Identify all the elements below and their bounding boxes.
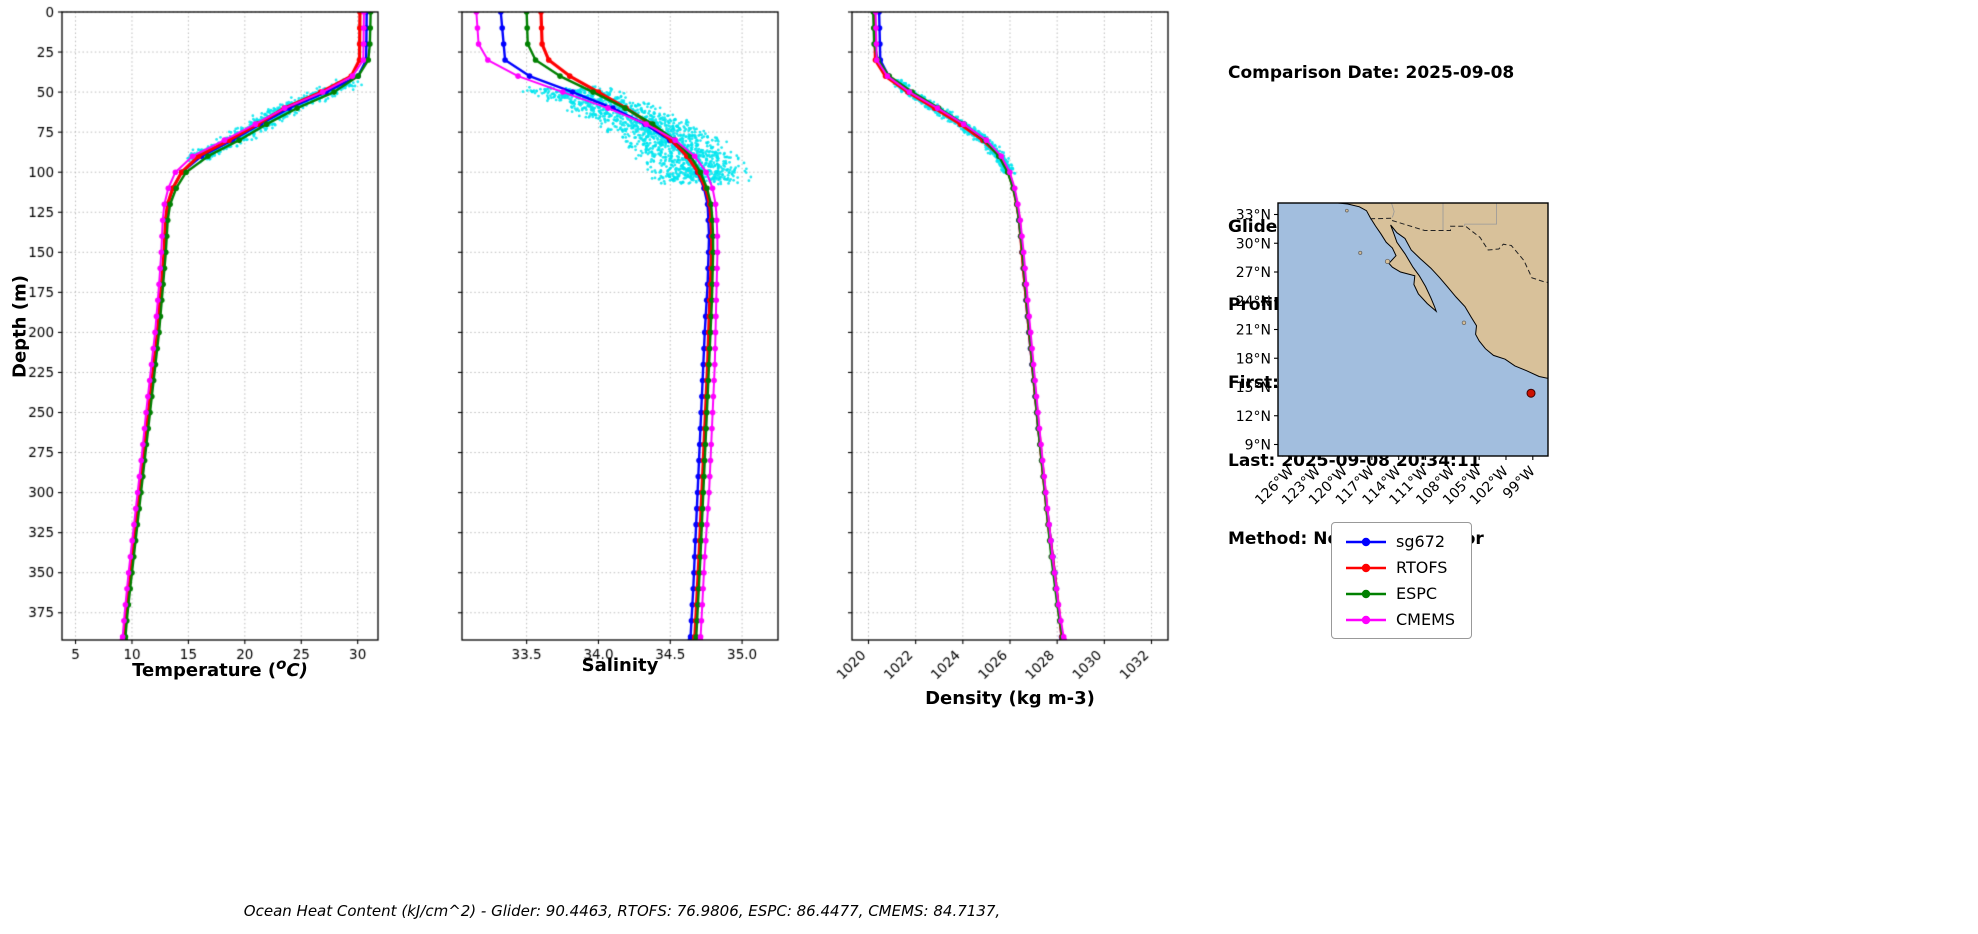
ocean-heat-content-text: Ocean Heat Content (kJ/cm^2) - Glider: 9… bbox=[243, 902, 1001, 920]
map-lat-tick-label: 27°N bbox=[1236, 265, 1271, 281]
map-lat-tick-label: 21°N bbox=[1236, 323, 1271, 339]
legend: sg672 RTOFS ESPC CMEMS bbox=[1331, 522, 1473, 639]
legend-label-rtofs: RTOFS bbox=[1396, 558, 1448, 577]
density-axis-label: Density (kg m-3) bbox=[925, 688, 1095, 709]
legend-label-cmems: CMEMS bbox=[1396, 610, 1456, 629]
info-panel-gap bbox=[1228, 138, 1514, 162]
temperature-axis-label-suffix: C) bbox=[286, 660, 308, 681]
map-state-line bbox=[1391, 203, 1395, 218]
legend-item-espc: ESPC bbox=[1344, 584, 1455, 603]
legend-item-sg672: sg672 bbox=[1344, 532, 1455, 551]
legend-swatch-sg672 bbox=[1346, 537, 1386, 546]
map-island bbox=[1461, 320, 1467, 325]
map-border-dashed bbox=[1370, 217, 1548, 283]
legend-swatch-rtofs bbox=[1346, 563, 1386, 572]
temperature-axis-label-text: Temperature ( bbox=[132, 660, 277, 681]
map-lat-tick-label: 12°N bbox=[1236, 409, 1271, 425]
map-island bbox=[1345, 208, 1349, 213]
legend-label-espc: ESPC bbox=[1396, 584, 1438, 603]
map-island bbox=[1384, 258, 1391, 265]
legend-item-rtofs: RTOFS bbox=[1344, 558, 1455, 577]
salinity-axis-label: Salinity bbox=[581, 655, 659, 676]
map-lat-tick-label: 33°N bbox=[1236, 208, 1271, 224]
map-land bbox=[1337, 203, 1548, 379]
legend-swatch-cmems bbox=[1346, 615, 1386, 624]
map-lat-tick-label: 15°N bbox=[1236, 380, 1271, 396]
temperature-axis-label-sup: o bbox=[276, 655, 287, 673]
map-state-line bbox=[1464, 203, 1497, 226]
legend-item-cmems: CMEMS bbox=[1344, 610, 1455, 629]
map-island bbox=[1358, 250, 1363, 255]
temperature-axis-label: Temperature (oC) bbox=[70, 655, 370, 681]
map-lat-tick-label: 9°N bbox=[1245, 438, 1271, 454]
map-lat-tick-label: 30°N bbox=[1236, 236, 1271, 252]
map-lat-tick-label: 18°N bbox=[1236, 351, 1271, 367]
glider-location-marker bbox=[1526, 388, 1536, 398]
comparison-date-text: Comparison Date: 2025-09-08 bbox=[1228, 63, 1515, 83]
legend-swatch-espc bbox=[1346, 589, 1386, 598]
legend-label-sg672: sg672 bbox=[1396, 532, 1446, 551]
map-lat-tick-label: 24°N bbox=[1236, 294, 1271, 310]
depth-axis-label: Depth (m) bbox=[9, 275, 31, 378]
location-map: 9°N12°N15°N18°N21°N24°N27°N30°N33°N126°W… bbox=[1236, 202, 1549, 508]
